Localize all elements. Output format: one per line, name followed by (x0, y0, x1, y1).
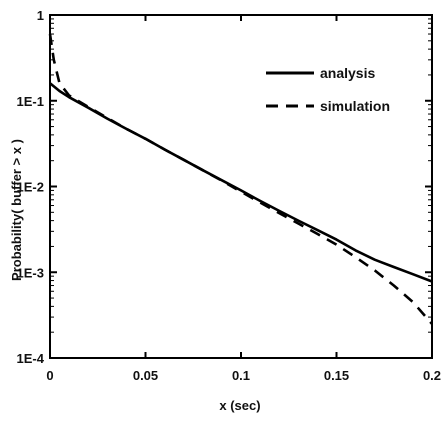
x-tick-label: 0.05 (133, 368, 158, 383)
x-tick-label: 0 (46, 368, 53, 383)
x-tick-labels: 0 0.05 0.1 0.15 0.2 (46, 368, 441, 383)
y-axis-title: Probability( buffer > x ) (9, 139, 24, 281)
series-line-simulation (48, 33, 433, 325)
y-tick-label: 1E-2 (17, 180, 44, 195)
x-tick-label: 0.15 (324, 368, 349, 383)
y-tick-label: 1E-4 (17, 351, 45, 366)
y-tick-labels: 1 1E-1 1E-2 1E-3 1E-4 (17, 8, 45, 366)
y-tick-label: 1E-3 (17, 265, 44, 280)
y-tick-label: 1E-1 (17, 94, 44, 109)
x-tick-label: 0.1 (232, 368, 250, 383)
legend: analysis simulation (266, 65, 390, 114)
legend-label-analysis: analysis (320, 65, 375, 81)
x-axis-title: x (sec) (219, 398, 260, 413)
y-tick-marks (50, 14, 432, 359)
x-tick-marks (49, 15, 433, 358)
x-tick-label: 0.2 (423, 368, 441, 383)
series-layer (48, 33, 433, 325)
legend-label-simulation: simulation (320, 98, 390, 114)
plot-area (48, 14, 433, 359)
y-tick-label: 1 (37, 8, 44, 23)
